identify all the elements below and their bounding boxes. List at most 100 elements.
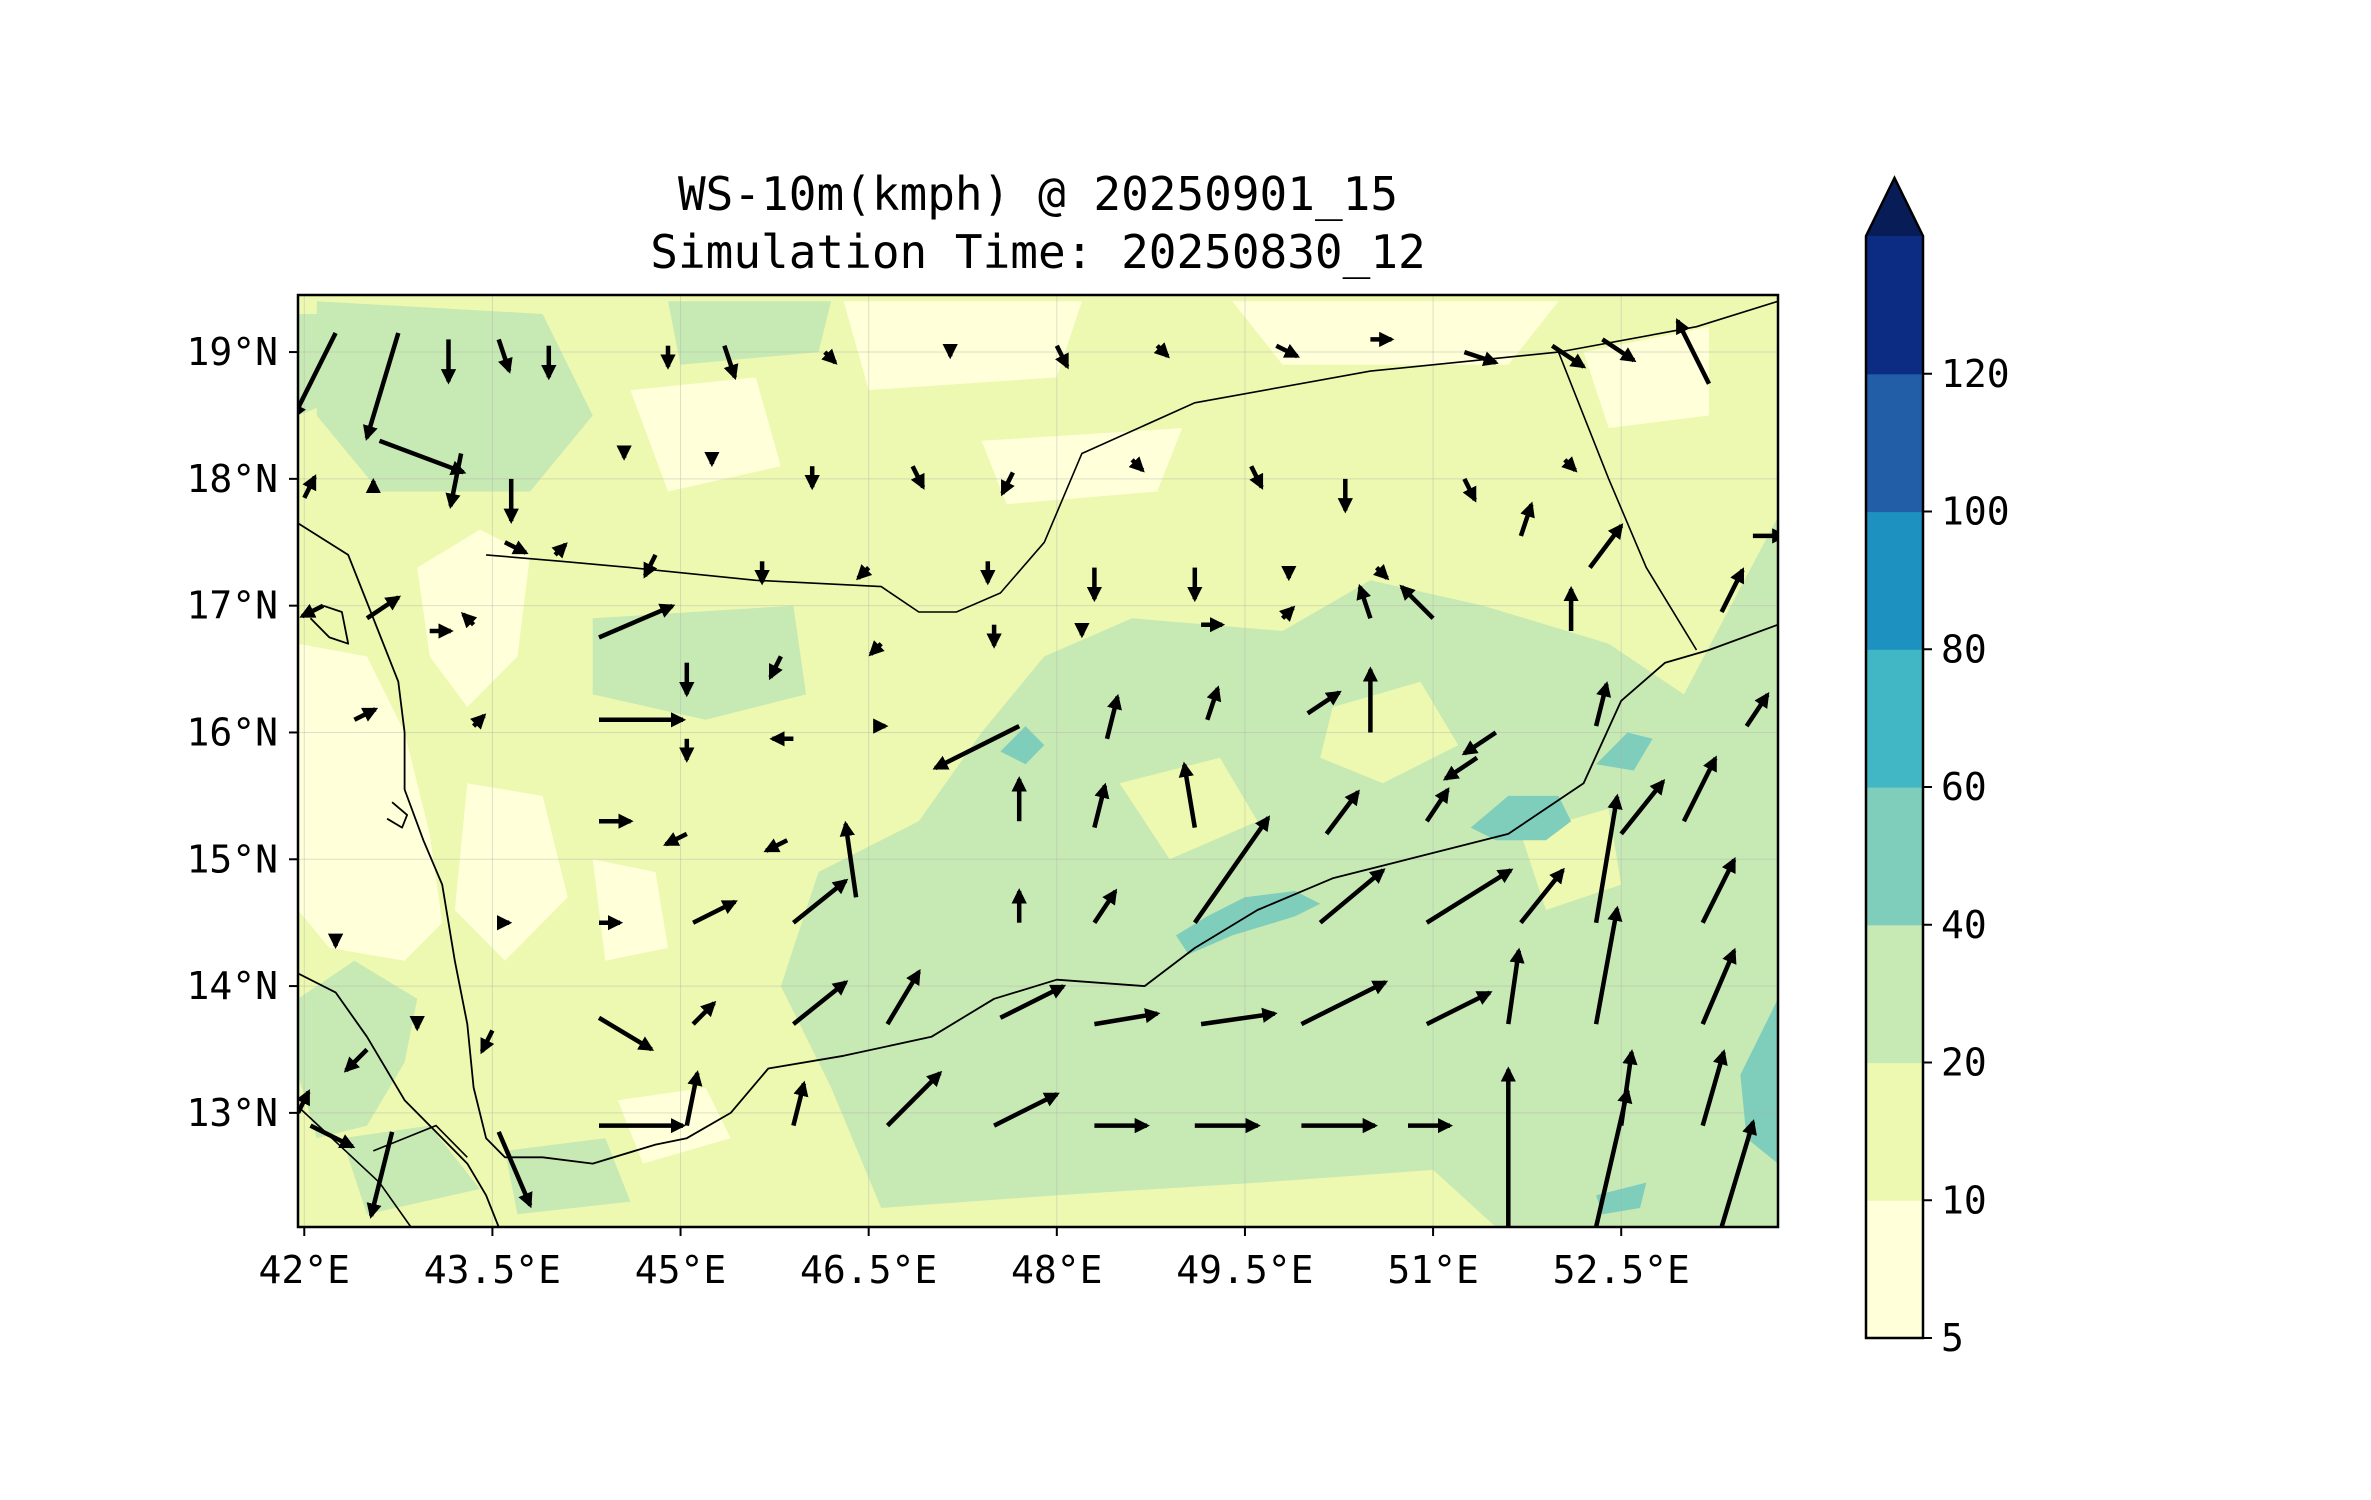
- colorbar-label-7: 120: [1941, 352, 2010, 396]
- colorbar-segment-5: [1866, 511, 1923, 650]
- wind-speed-region-14: [780, 516, 1778, 1227]
- country-border-3: [373, 1124, 468, 1158]
- wind-speed-region-23: [1470, 795, 1572, 841]
- x-tick-label-6: 51°E: [1387, 1248, 1479, 1292]
- colorbar-label-0: 5: [1941, 1316, 1964, 1360]
- wind-vector-6: [722, 344, 739, 381]
- coastline-1: [298, 972, 500, 1227]
- wind-vector-80: [763, 838, 789, 853]
- wind-speed-region-5: [630, 377, 781, 492]
- colorbar-segment-6: [1866, 373, 1923, 513]
- wind-vector-48: [460, 612, 478, 629]
- y-tick-label-1: 18°N: [186, 457, 278, 501]
- wind-vector-layer: [298, 318, 1778, 1227]
- wind-vector-112: [1506, 947, 1525, 1025]
- map-title-line-1: WS-10m(kmph) @ 20250901_15: [678, 167, 1398, 221]
- map-frame: [296, 293, 1780, 1229]
- wind-vector-28: [1462, 477, 1477, 503]
- wind-vector-69: [1205, 685, 1222, 721]
- wind-speed-region-24: [1596, 732, 1653, 771]
- colorbar-outline: [1864, 175, 1925, 1340]
- wind-vector-7: [821, 348, 838, 365]
- wind-speed-region-8: [981, 428, 1183, 505]
- x-tick-label-5: 49.5°E: [1176, 1248, 1313, 1292]
- wind-vector-131: [1719, 1119, 1757, 1227]
- colorbar-segment-1: [1866, 1062, 1923, 1201]
- y-tick-label-6: 13°N: [186, 1091, 278, 1135]
- colorbar-label-3: 40: [1941, 903, 1987, 947]
- wind-vector-58: [1399, 584, 1435, 620]
- wind-vector-104: [691, 1000, 717, 1026]
- wind-vector-29: [1561, 456, 1578, 473]
- wind-vector-103: [597, 1015, 655, 1052]
- colorbar-label-6: 100: [1941, 490, 2010, 534]
- coastline-layer: [298, 522, 1778, 1227]
- wind-speed-region-7: [1232, 301, 1559, 365]
- wind-vector-117: [366, 1131, 395, 1219]
- wind-vector-79: [663, 831, 688, 847]
- wind-vector-25: [1128, 456, 1145, 473]
- wind-vector-41: [1518, 501, 1535, 537]
- wind-vector-3: [496, 338, 513, 374]
- wind-vector-89: [692, 899, 738, 925]
- wind-vector-123: [993, 1092, 1060, 1128]
- wind-vector-44: [302, 474, 317, 499]
- x-tick-label-3: 46.5°E: [800, 1248, 937, 1292]
- wind-vector-86: [1619, 779, 1666, 836]
- country-border-1: [1557, 351, 1698, 651]
- wind-vector-9: [1054, 344, 1070, 370]
- x-axis-ticks: 42°E 43.5°E 45°E 46.5°E 48°E 49.5°E 51°E 52.5°E: [259, 1227, 1690, 1292]
- wind-vector-121: [791, 1080, 809, 1127]
- wind-vector-46: [365, 595, 402, 621]
- wind-vector-60: [1719, 567, 1745, 614]
- wind-vector-73: [1593, 681, 1612, 727]
- wind-vector-42: [1588, 523, 1624, 569]
- wind-vector-109: [1200, 1007, 1278, 1027]
- wind-vector-40: [1373, 564, 1390, 581]
- wind-vector-130: [1700, 1049, 1728, 1127]
- wind-vector-122: [885, 1070, 943, 1128]
- x-tick-label-0: 42°E: [259, 1248, 351, 1292]
- wind-vector-110: [1300, 980, 1389, 1027]
- wind-vector-13: [1463, 349, 1499, 366]
- wind-vector-74: [1681, 755, 1718, 823]
- wind-vector-132: [1618, 1049, 1638, 1126]
- wind-speed-region-1: [298, 643, 443, 961]
- map-title-line-2: Simulation Time: 20250830_12: [650, 225, 1425, 279]
- wind-vector-81: [1092, 782, 1110, 829]
- wind-vector-17: [378, 438, 467, 476]
- colorbar-label-5: 80: [1941, 627, 1987, 671]
- wind-vector-35: [856, 564, 873, 581]
- wind-vector-1: [362, 332, 401, 441]
- colorbar-label-4: 60: [1941, 765, 1987, 809]
- wind-vector-70: [1306, 690, 1342, 716]
- wind-vector-33: [642, 553, 658, 579]
- wind-vector-24: [1000, 471, 1015, 497]
- wind-vector-52: [868, 640, 885, 657]
- wind-vector-51: [768, 655, 783, 681]
- wind-vector-118: [496, 1131, 533, 1209]
- wind-vector-0: [298, 331, 338, 420]
- colorbar-segment-3: [1866, 787, 1923, 926]
- x-tick-label-2: 45°E: [635, 1248, 727, 1292]
- wind-vector-97: [1593, 793, 1623, 924]
- wind-vector-120: [684, 1070, 703, 1127]
- wind-vector-102: [479, 1029, 495, 1055]
- colorbar-label-1: 10: [1941, 1178, 1987, 1222]
- wind-vector-95: [1425, 868, 1514, 925]
- wind-vector-18: [445, 453, 464, 510]
- wind-vector-75: [1744, 692, 1770, 728]
- wind-vector-107: [999, 984, 1067, 1020]
- colorbar-segment-2: [1866, 924, 1923, 1064]
- wind-speed-region-25: [1000, 726, 1045, 765]
- y-tick-label-0: 19°N: [186, 330, 278, 374]
- wind-vector-56: [1279, 605, 1296, 622]
- wind-vector-100: [343, 1047, 369, 1073]
- wind-vector-94: [1318, 868, 1386, 925]
- wind-vector-61: [353, 707, 379, 722]
- wind-vector-72: [1461, 730, 1498, 756]
- coastline-2: [309, 604, 350, 645]
- wind-vector-11: [1275, 343, 1301, 359]
- wind-speed-region-12: [668, 301, 832, 365]
